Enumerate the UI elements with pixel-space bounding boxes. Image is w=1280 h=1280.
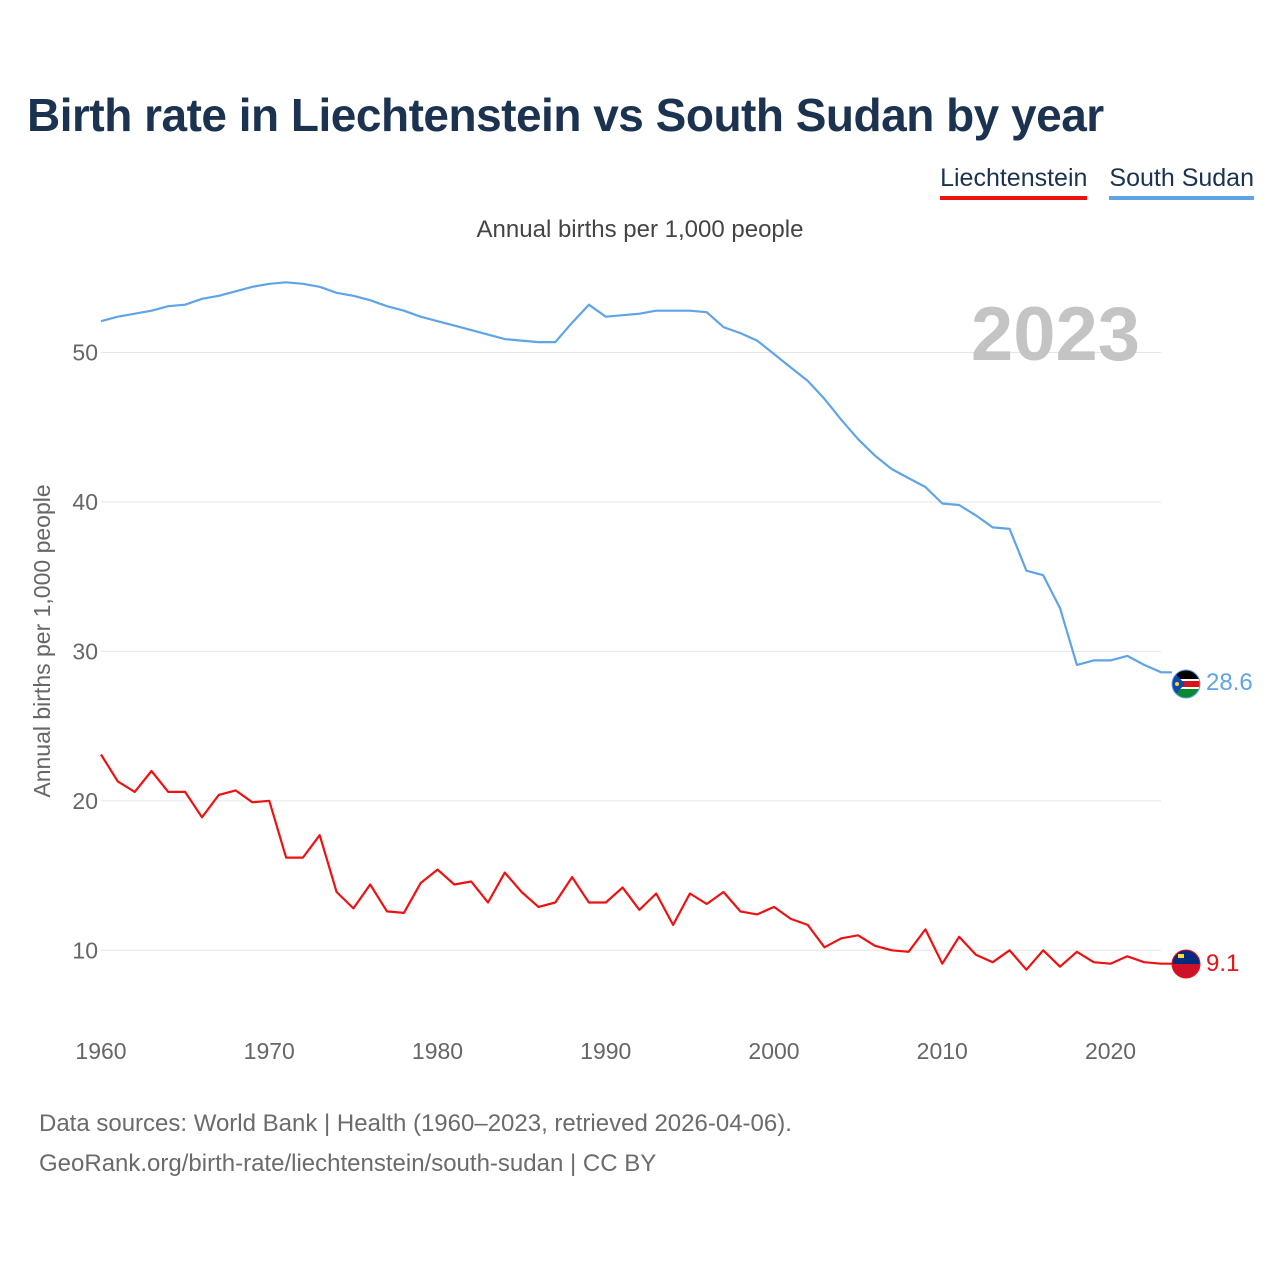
source-link[interactable]: GeoRank.org/birth-rate/liechtenstein/sou… bbox=[39, 1150, 657, 1177]
x-tick-label: 1990 bbox=[580, 1038, 631, 1064]
legend-item-liechtenstein[interactable]: Liechtenstein bbox=[940, 164, 1088, 200]
x-tick-label: 2000 bbox=[748, 1038, 799, 1064]
x-tick-label: 1980 bbox=[412, 1038, 463, 1064]
series-line-liechtenstein[interactable] bbox=[100, 753, 1172, 971]
legend: Liechtenstein South Sudan bbox=[940, 164, 1254, 200]
chart-title: Birth rate in Liechtenstein vs South Sud… bbox=[27, 89, 1104, 141]
end-value-south-sudan: 28.6 bbox=[1206, 669, 1253, 696]
south-sudan-flag-icon bbox=[1172, 670, 1200, 698]
footer: Data sources: World Bank | Health (1960–… bbox=[39, 1104, 792, 1184]
liechtenstein-flag-icon bbox=[1172, 950, 1200, 978]
x-tick-label: 1970 bbox=[244, 1038, 295, 1064]
x-tick-label: 1960 bbox=[75, 1038, 126, 1064]
y-tick-label: 10 bbox=[72, 937, 98, 963]
series-line-south-sudan[interactable] bbox=[100, 281, 1172, 674]
y-tick-label: 50 bbox=[72, 340, 98, 366]
data-source-note: Data sources: World Bank | Health (1960–… bbox=[39, 1110, 792, 1137]
current-year-label: 2023 bbox=[971, 292, 1140, 377]
x-tick-label: 2010 bbox=[917, 1038, 968, 1064]
y-tick-label: 40 bbox=[72, 489, 98, 515]
chart-subtitle: Annual births per 1,000 people bbox=[476, 216, 804, 243]
y-tick-label: 30 bbox=[72, 638, 98, 664]
x-tick-label: 2020 bbox=[1085, 1038, 1136, 1064]
end-value-liechtenstein: 9.1 bbox=[1206, 950, 1239, 977]
legend-item-south-sudan[interactable]: South Sudan bbox=[1109, 164, 1254, 200]
y-axis-label: Annual births per 1,000 people bbox=[29, 484, 55, 797]
y-tick-label: 20 bbox=[72, 788, 98, 814]
